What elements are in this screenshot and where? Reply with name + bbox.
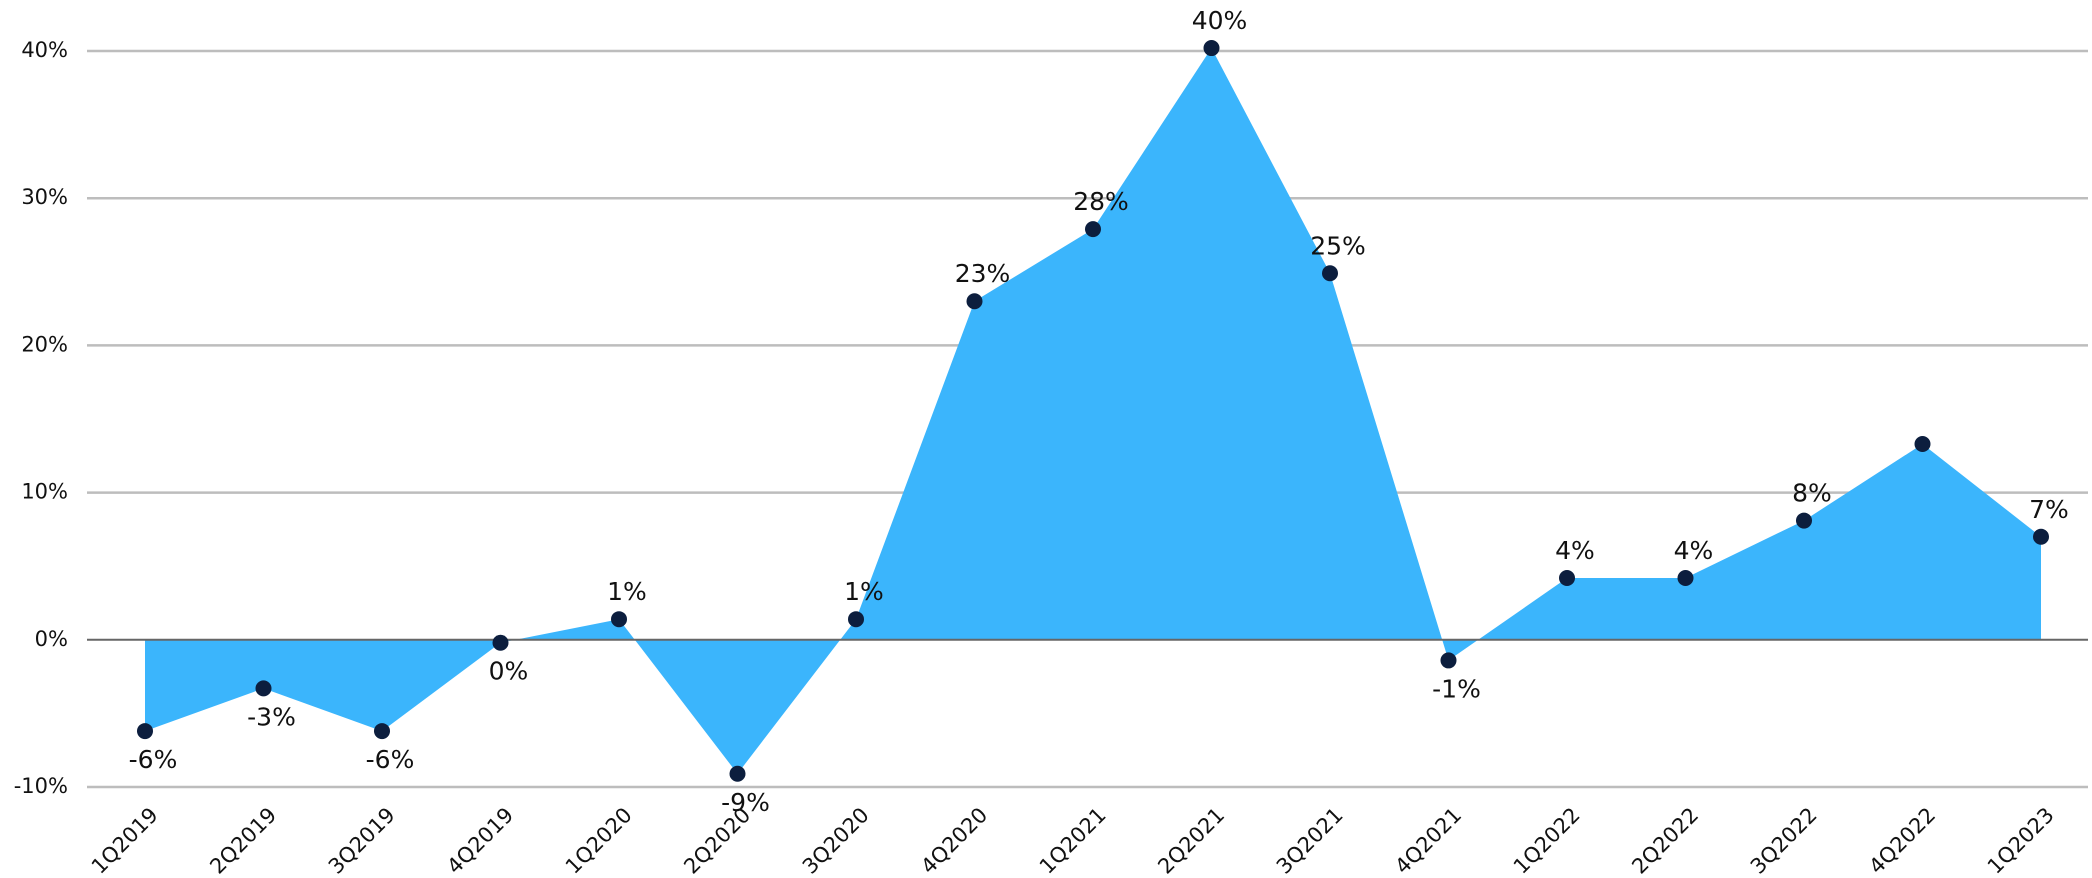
marker — [1440, 652, 1457, 669]
y-tick-label: 10% — [21, 480, 68, 504]
value-label: -6% — [129, 745, 178, 774]
y-tick-label: 40% — [21, 38, 68, 62]
value-label: 1% — [844, 577, 884, 606]
y-tick-label: 30% — [21, 185, 68, 209]
value-label: 7% — [2029, 495, 2069, 524]
value-label: 28% — [1073, 187, 1129, 216]
y-tick-label: -10% — [14, 774, 68, 798]
marker — [611, 611, 627, 628]
x-tick-label: 2Q2019 — [205, 803, 281, 878]
x-tick-label: 1Q2021 — [1035, 803, 1111, 878]
y-tick-label: 20% — [21, 332, 68, 356]
x-tick-label: 4Q2021 — [1390, 803, 1466, 878]
marker — [137, 723, 153, 740]
x-tick-label: 1Q2019 — [87, 803, 163, 878]
marker — [966, 293, 983, 310]
x-tick-label: 3Q2020 — [798, 803, 874, 878]
value-label: 8% — [1792, 479, 1832, 508]
y-tick-label: 0% — [35, 627, 68, 651]
marker — [1677, 569, 1694, 586]
x-tick-label: 2Q2021 — [1153, 803, 1229, 878]
x-tick-label: 3Q2021 — [1272, 803, 1348, 878]
marker — [1914, 436, 1931, 453]
value-label: -9% — [721, 788, 770, 817]
x-tick-label: 4Q2019 — [442, 803, 518, 878]
value-label: -6% — [366, 745, 415, 774]
area — [145, 48, 2041, 774]
marker — [729, 765, 746, 782]
marker — [1085, 221, 1101, 238]
marker — [1203, 40, 1220, 57]
marker — [1796, 512, 1812, 529]
value-label: 0% — [489, 657, 529, 686]
x-tick-label: 4Q2020 — [916, 803, 992, 878]
marker — [255, 680, 272, 697]
x-tick-label: 4Q2022 — [1864, 803, 1940, 878]
x-tick-label: 1Q2022 — [1509, 803, 1585, 878]
value-label: -3% — [247, 702, 296, 731]
x-tick-label: 1Q2023 — [1983, 803, 2059, 878]
value-label: 40% — [1192, 6, 1248, 35]
marker — [374, 723, 390, 740]
value-label: 1% — [607, 577, 647, 606]
value-label: 23% — [955, 259, 1011, 288]
x-tick-label: 1Q2020 — [561, 803, 637, 878]
marker — [2033, 528, 2049, 545]
marker — [1322, 265, 1338, 282]
x-tick-label: 3Q2019 — [324, 803, 400, 878]
marker — [1559, 569, 1575, 586]
marker — [492, 634, 509, 651]
x-tick-label: 2Q2020 — [679, 803, 755, 878]
x-tick-label: 3Q2022 — [1746, 803, 1822, 878]
x-tick-label: 2Q2022 — [1627, 803, 1703, 878]
value-label: 25% — [1310, 231, 1366, 260]
value-label: -1% — [1432, 674, 1481, 703]
value-label: 4% — [1674, 536, 1714, 565]
value-label: 4% — [1555, 536, 1595, 565]
marker — [848, 611, 864, 628]
